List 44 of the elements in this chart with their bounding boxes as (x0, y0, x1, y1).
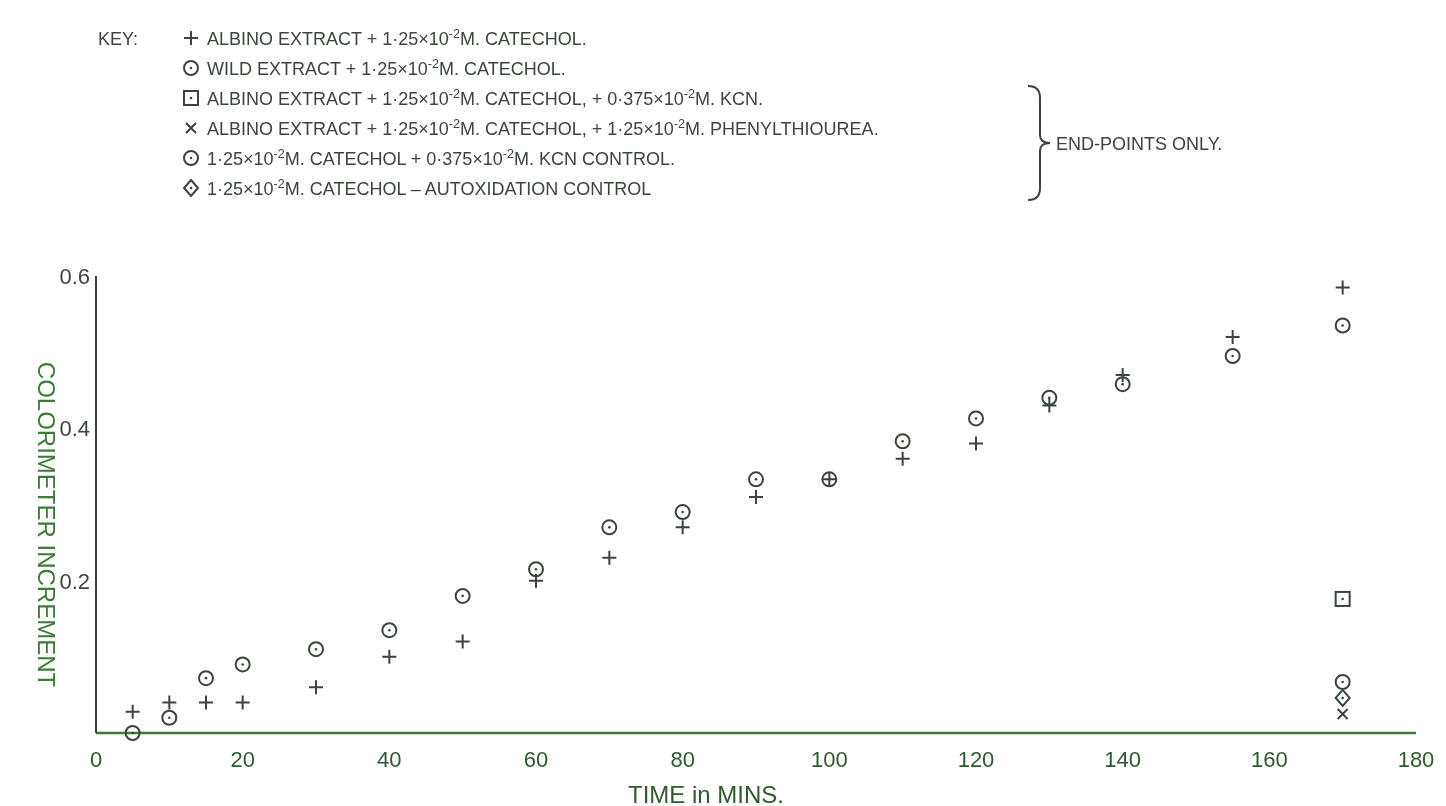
point (124, 725, 141, 741)
point (601, 519, 618, 536)
point (234, 656, 251, 673)
x-axis-title: TIME in MINS. (627, 781, 785, 806)
point (1334, 673, 1351, 690)
y-tick-label: 0.6 (59, 264, 90, 289)
x-tick-label: 60 (523, 747, 549, 772)
point (308, 641, 324, 658)
legend-label: ALBINO EXTRACT + 1·25×10$^{-2}$M. CATECHOL, + 0·375×10$^{-2}$M. KCN. (207, 87, 763, 109)
point (1041, 389, 1058, 406)
point (161, 709, 178, 726)
point (894, 433, 911, 450)
point (198, 670, 214, 687)
x-tick-label: 180 (1397, 747, 1435, 772)
legend-label: 1·25×10$^{-2}$M. CATECHOL + 0·375×10$^{-2}$M. KCN CONTROL. (207, 147, 676, 169)
legend-title: KEY: (98, 29, 139, 49)
x-tick-label: 80 (670, 747, 695, 772)
x-tick-label: 140 (1104, 747, 1142, 772)
legend-label: WILD EXTRACT + 1·25×10$^{-2}$M. CATECHOL. (207, 57, 566, 79)
point (1334, 590, 1351, 607)
x-tick-label: 40 (377, 747, 402, 772)
x-tick-label: 0 (89, 747, 103, 772)
point (454, 587, 471, 604)
x-tick-label: 160 (1250, 747, 1288, 772)
point (748, 471, 764, 488)
point (968, 410, 984, 427)
y-axis-title: COLORIMETER INCREMENT (33, 361, 60, 688)
legend-label: ALBINO EXTRACT + 1·25×10$^{-2}$M. CATECHOL, + 1·25×10$^{-2}$M. PHENYLTHIOUREA. (207, 117, 879, 139)
x-tick-label: 100 (810, 747, 848, 772)
legend-label: ALBINO EXTRACT + 1·25×10$^{-2}$M. CATECHOL. (207, 27, 587, 49)
x-tick-label: 20 (230, 747, 255, 772)
point (1224, 347, 1241, 364)
point (674, 504, 691, 521)
point (1336, 707, 1349, 720)
point (1334, 688, 1351, 707)
legend-label: 1·25×10$^{-2}$M. CATECHOL – AUTOXIDATION CONTROL (207, 177, 652, 199)
point (1334, 317, 1351, 334)
y-tick-label: 0.4 (59, 416, 90, 442)
x-tick-label: 120 (957, 747, 995, 772)
text: END-POINTS ONLY. (1056, 134, 1223, 154)
point (528, 561, 544, 578)
point (381, 622, 398, 639)
y-tick-label: 0.2 (59, 568, 90, 594)
point (1114, 376, 1131, 393)
